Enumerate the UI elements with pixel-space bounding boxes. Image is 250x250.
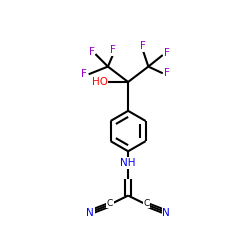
Text: F: F	[88, 47, 94, 57]
Text: C: C	[107, 199, 113, 208]
Text: F: F	[164, 68, 170, 78]
Text: F: F	[82, 69, 87, 79]
Text: HO: HO	[92, 77, 108, 87]
Text: N: N	[86, 208, 94, 218]
Text: C: C	[143, 199, 150, 208]
Text: F: F	[164, 48, 170, 58]
Text: N: N	[162, 208, 170, 218]
Text: F: F	[140, 41, 145, 51]
Text: F: F	[110, 45, 116, 55]
Text: NH: NH	[120, 158, 136, 168]
